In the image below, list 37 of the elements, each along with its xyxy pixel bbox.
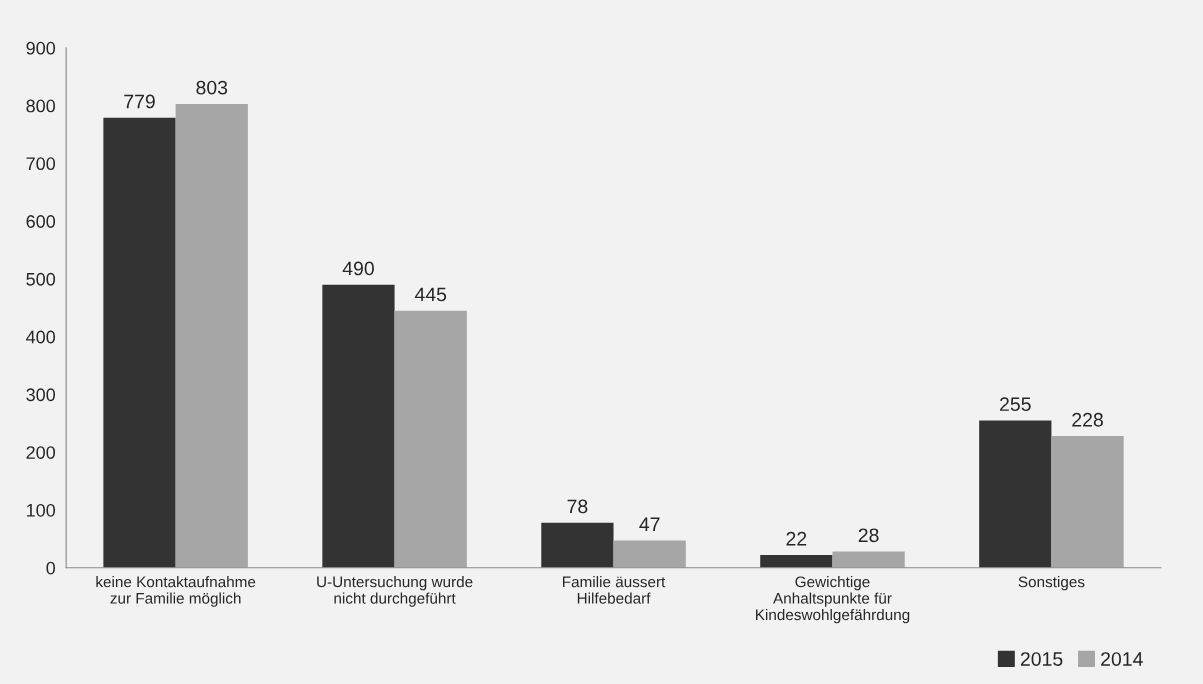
bar	[1051, 436, 1124, 568]
bar	[541, 522, 614, 568]
bar	[760, 555, 833, 568]
y-tick-label: 100	[27, 503, 56, 517]
x-tick-label: U-Untersuchung wurde nicht durchgeführt	[317, 576, 473, 607]
data-label: 803	[196, 80, 228, 95]
bar	[103, 117, 176, 568]
y-tick-label: 300	[26, 388, 56, 402]
y-tick-label: 900	[26, 41, 56, 55]
data-label: 228	[1072, 412, 1103, 427]
data-label: 445	[414, 287, 447, 302]
x-tick-label: Familie äussert Hilfebedarf	[563, 576, 666, 604]
data-label: 22	[786, 531, 807, 546]
data-label: 490	[342, 261, 374, 276]
y-tick-label: 500	[26, 272, 56, 286]
y-tick-label: 0	[46, 561, 56, 575]
y-tick-label: 400	[26, 330, 56, 344]
legend-label: 2014	[1101, 652, 1143, 666]
y-tick-label: 700	[26, 157, 56, 171]
bar	[979, 420, 1052, 568]
x-tick-label: Sonstiges	[1018, 576, 1085, 591]
data-label: 47	[639, 517, 660, 531]
y-tick-label: 800	[26, 99, 56, 113]
bar	[613, 540, 686, 568]
x-tick-label: keine Kontaktaufnahme zur Familie möglich	[96, 576, 256, 607]
y-tick-label: 600	[26, 215, 56, 228]
data-label: 78	[567, 499, 588, 514]
x-tick-label: Gewichtige Anhaltspunkte für Kindeswohlgefährdung	[756, 576, 910, 624]
bar	[175, 103, 248, 568]
bar	[322, 284, 395, 568]
bar	[832, 551, 905, 568]
data-label: 779	[124, 94, 155, 109]
y-tick-label: 200	[26, 446, 56, 459]
data-label: 28	[858, 528, 879, 543]
data-label: 255	[1000, 397, 1031, 412]
legend-label: 2015	[1020, 652, 1063, 666]
bar	[394, 310, 467, 568]
